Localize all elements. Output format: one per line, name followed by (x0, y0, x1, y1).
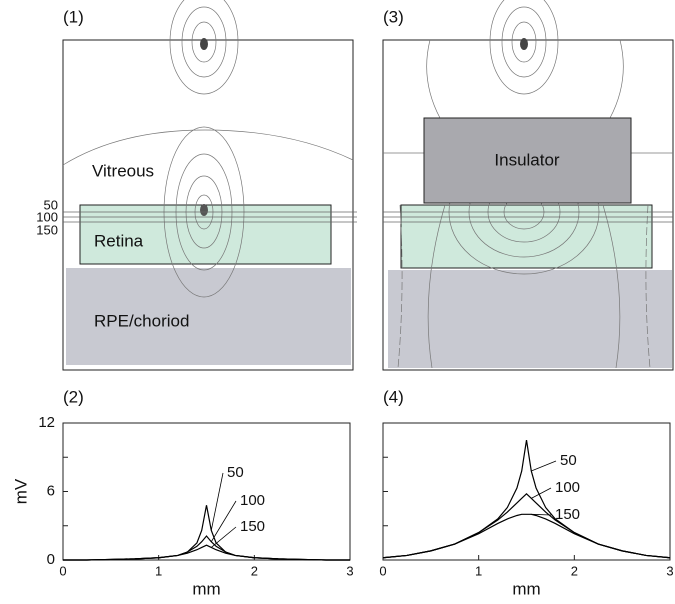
series-line (382, 492, 671, 559)
x-axis-label: mm (512, 579, 540, 598)
contours-top (169, 0, 239, 95)
leader-line (531, 513, 552, 516)
leader-line (210, 500, 237, 542)
x-axis-label: mm (192, 579, 220, 598)
depth-label: 100 (36, 209, 58, 224)
panel-3: (3) Insulator (382, 0, 674, 371)
region-label: RPE/choriod (94, 311, 189, 330)
x-tick-label: 2 (571, 563, 578, 578)
region-label: Insulator (494, 150, 560, 169)
y-tick-label: 0 (47, 551, 55, 568)
series-label: 100 (555, 479, 580, 496)
rpe-region (66, 268, 351, 365)
rpe-region (388, 270, 672, 368)
leader-line (531, 487, 552, 499)
series-line (63, 544, 350, 561)
panel-label: (1) (63, 7, 84, 26)
series-line (382, 513, 671, 559)
series-line (382, 440, 671, 559)
series-label: 150 (240, 518, 265, 535)
x-tick-label: 3 (346, 563, 353, 578)
depth-label: 50 (44, 197, 58, 212)
panel-1: (1) 50 100 150 Vitreous Retina RPE/chori… (36, 0, 357, 371)
x-tick-label: 0 (379, 563, 386, 578)
series-label: 150 (555, 506, 580, 523)
panel-label: (2) (63, 387, 84, 406)
leader-line (210, 472, 224, 531)
region-label: Vitreous (92, 161, 154, 180)
series-line (63, 505, 350, 561)
contours-top (426, 0, 624, 119)
y-tick-label: 6 (47, 482, 55, 499)
series-label: 100 (240, 492, 265, 509)
panel-label: (4) (383, 387, 404, 406)
plot-frame (62, 422, 351, 561)
insulator (423, 117, 632, 204)
series-label: 50 (560, 452, 577, 469)
retina-region (400, 204, 653, 269)
field-line (62, 129, 354, 166)
x-tick-label: 1 (155, 563, 162, 578)
series-label: 50 (227, 464, 244, 481)
x-tick-label: 2 (251, 563, 258, 578)
y-axis-label: mV (11, 478, 30, 504)
x-tick-label: 1 (475, 563, 482, 578)
y-tick-label: 12 (38, 414, 55, 431)
depth-label: 150 (36, 222, 58, 237)
leader-line (531, 460, 557, 472)
x-tick-label: 3 (666, 563, 673, 578)
panel-label: (3) (383, 7, 404, 26)
leader-line (211, 526, 237, 548)
x-tick-label: 0 (59, 563, 66, 578)
series-line (63, 535, 350, 561)
region-label: Retina (94, 231, 144, 250)
